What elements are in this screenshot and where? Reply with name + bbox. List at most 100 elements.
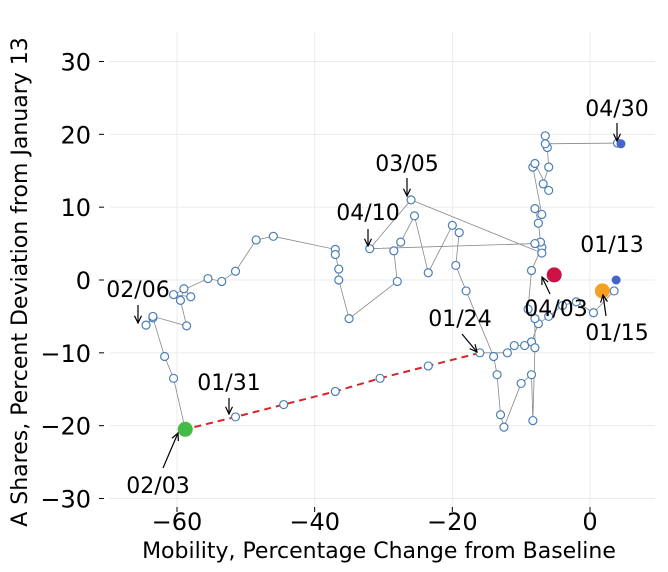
y-tick-label: −10: [40, 340, 91, 368]
data-point: [175, 295, 186, 305]
data-point: [489, 351, 499, 362]
annotation-label-02-06: 02/06: [106, 278, 169, 303]
data-point: [544, 185, 554, 196]
data-point: [475, 348, 485, 358]
data-point: [516, 378, 526, 389]
highlight-point-01-15: [594, 283, 610, 299]
annotation-arrow-head: [612, 133, 622, 143]
data-point: [186, 292, 196, 302]
annotation-label-04-10: 04/10: [336, 201, 399, 226]
y-tick-label: 20: [60, 121, 91, 149]
highlight-point-04-30: [616, 139, 626, 149]
annotation-arrow-head: [600, 293, 608, 303]
data-point: [389, 246, 399, 256]
data-point: [334, 275, 344, 285]
annotation-label-01-24: 01/24: [428, 307, 491, 332]
data-point: [168, 289, 179, 300]
annotation-arrow-head: [224, 406, 234, 416]
data-point: [330, 249, 340, 260]
data-point: [530, 343, 540, 353]
annotation-arrow-head: [133, 315, 143, 325]
annotation-arrow-head: [541, 275, 549, 286]
data-point: [330, 386, 340, 397]
data-point: [268, 231, 278, 241]
annotation-label-04-30: 04/30: [585, 97, 648, 122]
data-point: [461, 286, 471, 296]
data-point: [365, 244, 375, 254]
annotation-arrow-shaft: [541, 276, 551, 295]
data-point: [423, 268, 433, 278]
annotation-arrow-head: [402, 188, 412, 198]
y-tick-label: −30: [40, 486, 91, 514]
annotation-arrow-head: [363, 238, 373, 248]
annotation-label-04-03: 04/03: [524, 297, 587, 322]
data-point: [160, 351, 170, 362]
data-point: [251, 235, 261, 245]
annotation-arrow-shaft: [602, 294, 607, 317]
data-point: [396, 237, 406, 247]
annotation-arrow-head: [171, 431, 179, 442]
data-point: [571, 297, 581, 307]
data-point: [557, 300, 568, 311]
data-point: [538, 179, 548, 189]
highlight-points: [177, 139, 626, 437]
x-tick-label: 0: [582, 508, 597, 536]
highlight-point-04-03: [546, 267, 562, 283]
x-tick-label: −20: [427, 508, 478, 536]
data-point: [423, 361, 433, 371]
grid: [110, 32, 655, 510]
data-point: [530, 314, 540, 324]
annotation-arrow-head: [469, 344, 478, 354]
data-point: [334, 264, 344, 274]
data-point: [344, 314, 354, 324]
data-point: [540, 139, 550, 149]
data-point: [148, 311, 158, 322]
data-point: [495, 410, 506, 420]
data-point: [544, 162, 554, 172]
annotations: 01/13 01/15 01/24 01/31 02/03 02/06 03/05 04/03…: [106, 97, 648, 499]
data-point: [540, 131, 550, 141]
data-point: [588, 308, 599, 318]
data-point: [528, 415, 538, 426]
data-point: [537, 209, 547, 220]
annotation-label-01-15: 01/15: [585, 321, 648, 346]
data-point: [230, 412, 241, 422]
highlight-point-02-03: [177, 421, 193, 437]
annotation-label-02-03: 02/03: [126, 474, 189, 499]
data-point: [375, 373, 385, 383]
data-point: [530, 204, 540, 214]
data-point: [533, 218, 543, 228]
data-point: [544, 311, 554, 322]
data-point: [447, 220, 457, 230]
data-point: [537, 248, 547, 258]
data-point: [526, 265, 537, 276]
trajectory: [141, 131, 623, 434]
data-point: [454, 228, 464, 238]
annotation-arrow-shaft: [461, 333, 478, 353]
data-point: [406, 195, 416, 205]
data-point: [179, 284, 189, 294]
x-axis-label: Mobility, Percentage Change from Baselin…: [142, 539, 616, 564]
highlight-point-01-13: [611, 275, 621, 285]
axis-ticks: −60 −40 −20 0 −30 −20 −10 0 10 20 30: [40, 49, 597, 537]
y-tick-label: 0: [76, 267, 91, 295]
data-point: [168, 373, 179, 383]
data-point: [530, 238, 540, 249]
data-point: [509, 340, 519, 351]
data-point: [530, 158, 540, 169]
data-point: [217, 276, 227, 287]
data-point: [492, 370, 502, 380]
annotation-arrow-shaft: [162, 432, 179, 469]
y-tick-label: 30: [60, 49, 91, 77]
y-axis-label: A Shares, Percent Deviation from January…: [8, 37, 33, 527]
data-point: [520, 340, 530, 351]
data-point: [523, 304, 533, 314]
data-point: [230, 266, 241, 276]
data-point: [499, 422, 509, 432]
annotation-label-01-31: 01/31: [197, 371, 260, 396]
x-tick-label: −40: [289, 508, 340, 536]
data-point: [392, 276, 402, 287]
y-tick-label: −20: [40, 413, 91, 441]
data-point: [451, 260, 461, 271]
